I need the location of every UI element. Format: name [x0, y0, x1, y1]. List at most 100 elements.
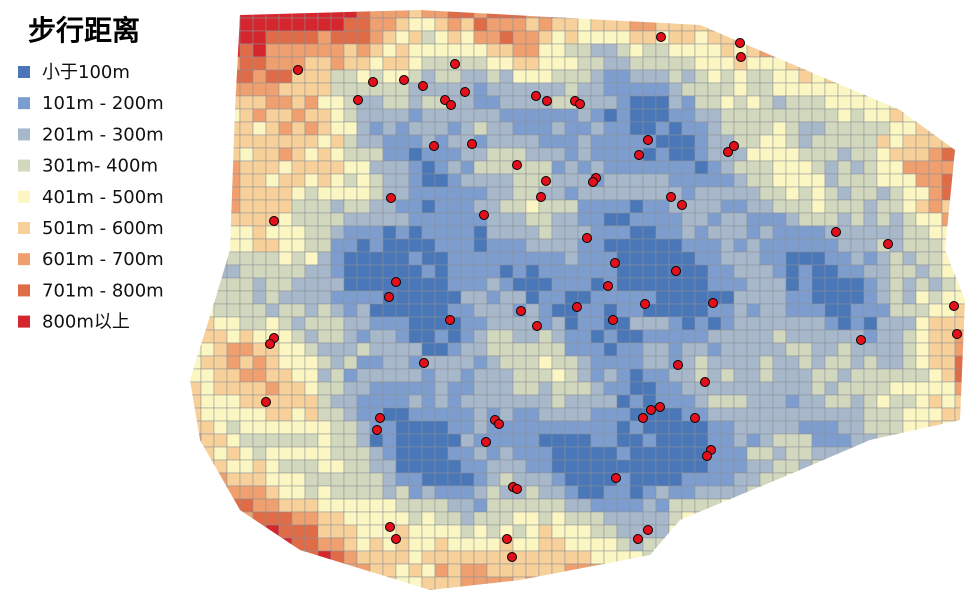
grid-cell: [356, 498, 371, 513]
station-point: [391, 277, 401, 287]
grid-cell: [278, 56, 293, 71]
grid-cell: [395, 238, 410, 253]
grid-cell: [239, 342, 254, 357]
grid-cell: [889, 420, 904, 435]
grid-cell: [941, 563, 956, 578]
grid-cell: [798, 472, 813, 487]
grid-cell: [330, 537, 345, 552]
grid-cell: [473, 472, 488, 487]
grid-cell: [577, 407, 592, 422]
grid-cell: [720, 82, 735, 97]
grid-cell: [577, 589, 592, 590]
grid-cell: [330, 381, 345, 396]
grid-cell: [733, 303, 748, 318]
grid-cell: [265, 43, 280, 58]
grid-cell: [876, 342, 891, 357]
grid-cell: [590, 511, 605, 526]
grid-cell: [707, 10, 722, 19]
grid-cell: [590, 186, 605, 201]
grid-cell: [798, 407, 813, 422]
grid-cell: [304, 472, 319, 487]
grid-cell: [499, 56, 514, 71]
grid-cell: [226, 95, 241, 110]
grid-cell: [889, 563, 904, 578]
grid-cell: [421, 511, 436, 526]
grid-cell: [538, 264, 553, 279]
grid-cell: [278, 472, 293, 487]
station-point: [952, 329, 962, 339]
grid-cell: [707, 498, 722, 513]
grid-cell: [304, 147, 319, 162]
grid-cell: [850, 95, 865, 110]
grid-cell: [876, 264, 891, 279]
grid-cell: [876, 225, 891, 240]
grid-cell: [304, 589, 319, 590]
grid-cell: [954, 524, 965, 539]
grid-cell: [190, 225, 202, 240]
grid-cell: [655, 69, 670, 84]
grid-cell: [278, 485, 293, 500]
grid-cell: [190, 524, 202, 539]
grid-cell: [538, 30, 553, 45]
grid-cell: [746, 43, 761, 58]
grid-cell: [915, 43, 930, 58]
grid-cell: [395, 225, 410, 240]
grid-cell: [824, 160, 839, 175]
grid-cell: [538, 485, 553, 500]
station-point: [883, 239, 893, 249]
station-point: [418, 81, 428, 91]
grid-cell: [330, 511, 345, 526]
grid-cell: [577, 251, 592, 266]
grid-cell: [369, 342, 384, 357]
grid-cell: [694, 290, 709, 305]
grid-cell: [330, 173, 345, 188]
grid-cell: [460, 173, 475, 188]
grid-cell: [473, 368, 488, 383]
grid-cell: [590, 563, 605, 578]
grid-cell: [746, 459, 761, 474]
grid-cell: [915, 186, 930, 201]
grid-cell: [785, 173, 800, 188]
grid-cell: [304, 95, 319, 110]
grid-cell: [499, 576, 514, 590]
grid-cell: [408, 290, 423, 305]
grid-cell: [200, 134, 215, 149]
grid-cell: [668, 550, 683, 565]
grid-cell: [538, 472, 553, 487]
grid-cell: [616, 56, 631, 71]
grid-cell: [356, 121, 371, 136]
grid-cell: [434, 186, 449, 201]
grid-cell: [564, 238, 579, 253]
grid-cell: [590, 238, 605, 253]
grid-cell: [330, 186, 345, 201]
grid-cell: [824, 212, 839, 227]
station-point: [399, 75, 409, 85]
grid-cell: [408, 472, 423, 487]
grid-cell: [941, 550, 956, 565]
grid-cell: [265, 459, 280, 474]
grid-cell: [655, 355, 670, 370]
station-point: [542, 96, 552, 106]
grid-cell: [512, 95, 527, 110]
grid-cell: [190, 589, 202, 590]
grid-cell: [564, 589, 579, 590]
grid-cell: [421, 524, 436, 539]
grid-cell: [460, 160, 475, 175]
grid-cell: [694, 160, 709, 175]
grid-cell: [668, 82, 683, 97]
grid-cell: [512, 407, 527, 422]
grid-cell: [278, 82, 293, 97]
grid-cell: [395, 563, 410, 578]
grid-cell: [369, 537, 384, 552]
grid-cell: [902, 238, 917, 253]
grid-cell: [551, 56, 566, 71]
grid-cell: [603, 420, 618, 435]
grid-cell: [668, 498, 683, 513]
grid-cell: [928, 173, 943, 188]
grid-cell: [486, 186, 501, 201]
grid-cell: [486, 160, 501, 175]
grid-cell: [759, 108, 774, 123]
grid-cell: [720, 563, 735, 578]
grid-cell: [408, 238, 423, 253]
grid-cell: [876, 420, 891, 435]
